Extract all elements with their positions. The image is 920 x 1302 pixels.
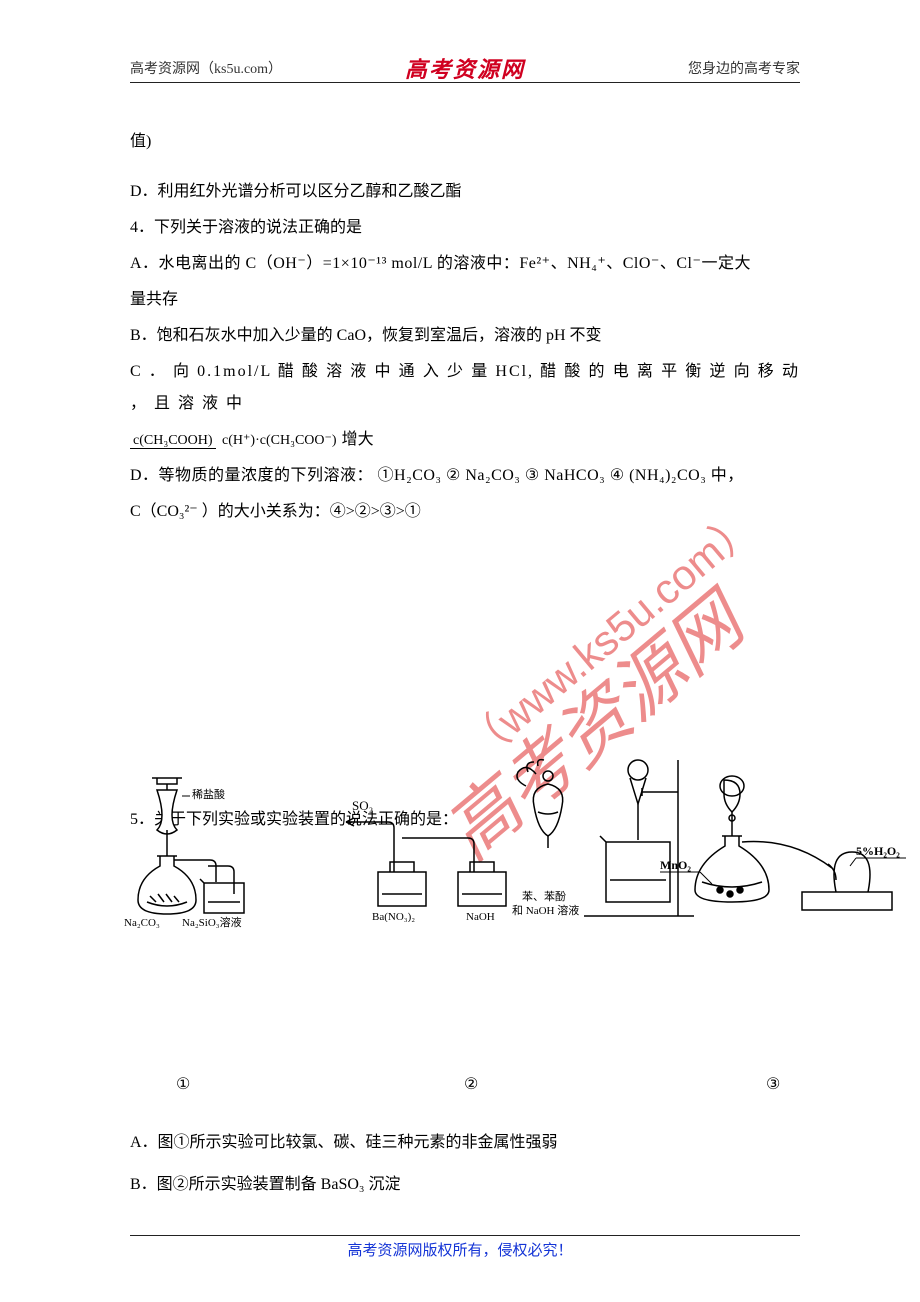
fig2-label-bano3: Ba(NO₃)₂ (372, 911, 415, 922)
header-left: 高考资源网（ks5u.com） (130, 58, 282, 78)
fig2-label-so2: SO₂ (352, 798, 373, 813)
fig4-label-h2o2: 5%H₂O₂ (856, 844, 900, 858)
fig1-label-na2co3: Na₂CO₃ (124, 917, 160, 928)
q4-fraction-num: c(CH₃COOH) (130, 433, 216, 449)
q4-option-b: B．饱和石灰水中加入少量的 CaO，恢复到室温后，溶液的 pH 不变 (130, 320, 800, 352)
q4-option-a-2: 量共存 (130, 284, 800, 316)
q4-stem: 4．下列关于溶液的说法正确的是 (130, 212, 800, 244)
line-zhi: 值) (130, 126, 800, 158)
fig-label-1: ① (176, 1074, 190, 1094)
header-right: 您身边的高考专家 (688, 58, 800, 78)
footer-rule (130, 1235, 800, 1236)
header-rule (130, 82, 800, 83)
spacer (130, 162, 800, 172)
figure-1: 稀盐酸 Na₂CO₃ Na₂SiO₃溶液 (112, 768, 342, 928)
fig1-label-na2sio3: Na₂SiO₃溶液 (182, 915, 242, 928)
q4-option-c-2: c(CH₃COOH) c(H⁺)·c(CH₃COO⁻) 增大 (130, 424, 800, 456)
q5-option-a: A．图①所示实验可比较氯、碳、硅三种元素的非金属性强弱 (130, 1122, 800, 1164)
q4-option-d-2: C（CO₃²⁻ ）的大小关系为：④>②>③>① (130, 496, 800, 528)
fig1-label-hcl: 稀盐酸 (192, 787, 225, 801)
q4-fraction: c(CH₃COOH) c(H⁺)·c(CH₃COO⁻) (130, 433, 340, 448)
page-header: 高考资源网（ks5u.com） 高考资源网 您身边的高考专家 (130, 58, 800, 82)
page-content: 值) D．利用红外光谱分析可以区分乙醇和乙酸乙酯 4．下列关于溶液的说法正确的是… (130, 126, 800, 840)
footer-text: 高考资源网版权所有，侵权必究！ (0, 1239, 920, 1260)
q4-option-a-1: A．水电离出的 C（OH⁻）=1×10⁻¹³ mol/L 的溶液中：Fe²⁺、N… (130, 248, 800, 280)
fig-label-2: ② (464, 1074, 478, 1094)
fig3-label-1: 苯、苯酚 (522, 889, 566, 903)
figures-row: 稀盐酸 Na₂CO₃ Na₂SiO₃溶液 SO₂ Ba(NO₃)₂ (112, 768, 822, 938)
q5-option-b: B．图②所示实验装置制备 BaSO₃ 沉淀 (130, 1164, 800, 1206)
q4-option-d-1: D．等物质的量浓度的下列溶液： ①H₂CO₃ ② Na₂CO₃ ③ NaHCO₃… (130, 460, 800, 492)
after-figures: A．图①所示实验可比较氯、碳、硅三种元素的非金属性强弱 B．图②所示实验装置制备… (130, 1122, 800, 1205)
fig3-label-2: 和 NaOH 溶液 (512, 903, 579, 917)
header-center-brand: 高考资源网 (405, 52, 525, 84)
q3-option-d: D．利用红外光谱分析可以区分乙醇和乙酸乙酯 (130, 176, 800, 208)
fig-label-3: ③ (766, 1074, 780, 1094)
q4-fraction-den: c(H⁺)·c(CH₃COO⁻) (219, 433, 340, 448)
fig4-label-mno2: MnO₂ (660, 858, 691, 872)
q4-option-c-1: C ． 向 0.1mol/L 醋 酸 溶 液 中 通 入 少 量 HCl, 醋 … (130, 356, 800, 420)
figure-4: MnO₂ 5%H₂O₂ (652, 772, 912, 922)
q4-c-after: 增大 (342, 431, 374, 448)
